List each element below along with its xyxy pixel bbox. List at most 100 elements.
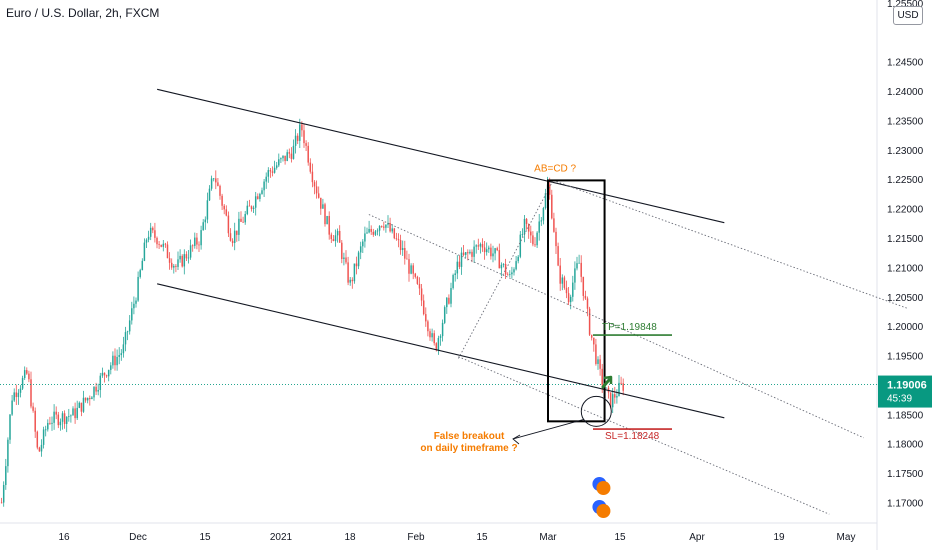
currency-button[interactable]: USD — [893, 6, 923, 25]
candle — [139, 268, 141, 279]
candle — [26, 367, 28, 375]
candle-body — [294, 135, 297, 146]
candle-body — [131, 308, 133, 321]
candle-body — [187, 257, 190, 259]
candle — [246, 200, 249, 216]
candle — [483, 241, 486, 260]
candle-body — [114, 355, 116, 366]
candle — [460, 247, 463, 275]
candle-body — [139, 270, 141, 277]
candle-body — [485, 249, 488, 253]
candle — [13, 388, 15, 403]
candle-body — [9, 414, 11, 440]
candle-body — [582, 276, 585, 296]
candle — [236, 230, 238, 242]
candle — [330, 232, 333, 243]
x-axis[interactable]: 16 Dec 15 2021 18 Feb 15 Mar 15 Apr 19 May — [58, 532, 855, 543]
candle — [414, 272, 417, 279]
candle — [534, 237, 536, 248]
candle — [311, 163, 314, 188]
candle-body — [425, 314, 427, 322]
candle-body — [611, 394, 614, 408]
candle — [359, 241, 362, 260]
candle — [404, 240, 406, 265]
candle-body — [320, 197, 322, 209]
candle — [429, 328, 431, 341]
candle-body — [597, 359, 599, 364]
candle-body — [496, 248, 498, 251]
y-tick-label: 1.17500 — [887, 469, 924, 480]
candle — [565, 280, 568, 299]
economic-event-icon[interactable] — [592, 500, 611, 518]
candle — [221, 193, 223, 211]
candle-body — [557, 246, 559, 266]
candle — [542, 206, 545, 225]
candle-body — [63, 413, 66, 424]
candle — [122, 336, 125, 358]
candle-body — [202, 222, 204, 231]
candle-body — [450, 288, 452, 304]
candle — [378, 225, 381, 237]
candle — [506, 272, 509, 276]
candle-body — [284, 155, 286, 161]
candle-body — [275, 165, 278, 168]
candle-body — [427, 321, 429, 332]
candle — [154, 222, 156, 243]
flag-orange-icon — [596, 481, 611, 495]
candle — [135, 297, 137, 308]
candle-body — [343, 257, 345, 259]
candle-body — [456, 261, 459, 274]
candle — [275, 161, 278, 170]
candle-body — [328, 216, 330, 235]
candle-body — [515, 261, 517, 270]
candle-body — [395, 238, 398, 240]
candle — [118, 347, 120, 365]
candle-body — [317, 193, 320, 198]
candle-body — [154, 230, 156, 238]
candle-body — [391, 228, 393, 232]
y-tick-label: 1.22000 — [887, 205, 924, 216]
candle — [185, 251, 188, 262]
candle — [364, 226, 366, 248]
candle-body — [374, 231, 377, 235]
candle — [179, 249, 181, 263]
candle-body — [84, 397, 87, 401]
candle-body — [240, 218, 242, 222]
event-icons[interactable] — [592, 477, 611, 518]
candle-body — [99, 375, 102, 390]
candle — [86, 397, 89, 404]
candle — [65, 416, 68, 433]
y-axis[interactable]: 1.25500 1.24500 1.24000 1.23500 1.23000 1.225… — [887, 0, 924, 509]
candle — [55, 406, 57, 420]
candle-body — [15, 392, 18, 398]
candle-body — [567, 293, 570, 303]
candle-body — [173, 265, 175, 268]
y-tick-label: 1.21000 — [887, 263, 924, 274]
candle-body — [89, 397, 91, 400]
candle-body — [7, 439, 9, 467]
candle-body — [198, 244, 200, 246]
x-tick-label: 16 — [58, 532, 70, 543]
candle-body — [257, 196, 259, 199]
candle-body — [183, 254, 186, 267]
candle — [509, 270, 511, 277]
candle-body — [502, 263, 505, 265]
candle — [317, 186, 320, 199]
candle-body — [30, 379, 32, 407]
candle-body — [141, 260, 144, 271]
candle — [0, 497, 3, 504]
candle-body — [252, 207, 255, 209]
economic-event-icon[interactable] — [592, 477, 611, 495]
projection-line — [368, 214, 864, 439]
candle-body — [208, 188, 211, 201]
candle-body — [553, 218, 555, 232]
candle — [370, 225, 372, 235]
candle — [288, 148, 291, 159]
candle — [441, 319, 444, 342]
candle-body — [481, 244, 484, 248]
candle — [588, 306, 591, 337]
y-tick-label: 1.23000 — [887, 146, 924, 157]
candle — [49, 416, 51, 425]
